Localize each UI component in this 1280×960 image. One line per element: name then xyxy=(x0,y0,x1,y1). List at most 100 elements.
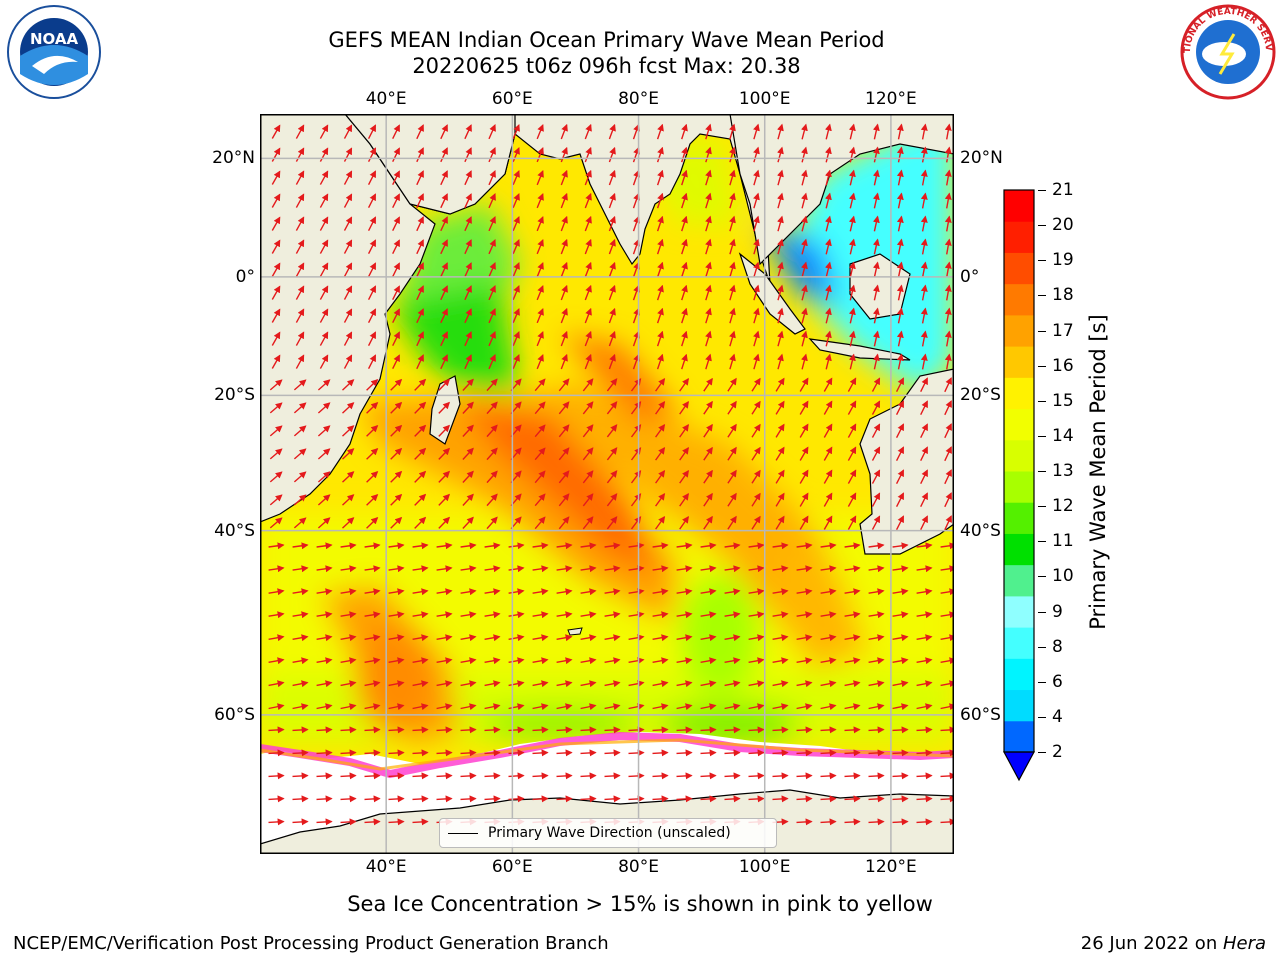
direction-arrow xyxy=(920,400,928,416)
colorbar-tick-mark xyxy=(1038,190,1046,191)
direction-arrow xyxy=(679,446,689,461)
direction-arrow xyxy=(460,611,477,619)
direction-arrow xyxy=(848,307,856,324)
direction-arrow xyxy=(700,772,717,780)
direction-arrow xyxy=(920,307,928,324)
direction-arrow xyxy=(868,634,885,642)
direction-arrow xyxy=(388,795,405,803)
direction-arrow xyxy=(896,123,904,140)
direction-arrow xyxy=(293,494,307,506)
direction-arrow xyxy=(777,146,784,163)
direction-arrow xyxy=(268,726,285,734)
direction-arrow xyxy=(920,353,928,370)
direction-arrow xyxy=(700,588,717,596)
direction-arrow xyxy=(872,353,880,370)
direction-arrow xyxy=(729,261,736,278)
direction-arrow xyxy=(656,192,664,209)
direction-arrow xyxy=(560,353,568,370)
colorbar-segment xyxy=(1004,595,1034,628)
direction-arrow xyxy=(390,516,403,529)
direction-arrow xyxy=(317,425,331,437)
direction-arrow xyxy=(753,307,760,324)
direction-arrow xyxy=(944,169,952,186)
direction-arrow xyxy=(655,469,666,484)
direction-arrow xyxy=(868,680,885,688)
direction-arrow xyxy=(604,795,621,803)
direction-arrow xyxy=(319,308,329,323)
direction-arrow xyxy=(847,446,857,461)
direction-arrow xyxy=(656,353,664,370)
direction-arrow xyxy=(796,703,813,711)
direction-arrow xyxy=(823,423,833,438)
direction-arrow xyxy=(724,565,741,573)
direction-arrow xyxy=(440,285,448,301)
direction-arrow xyxy=(801,169,808,186)
direction-arrow xyxy=(871,446,881,461)
direction-arrow xyxy=(556,542,573,550)
direction-arrow xyxy=(460,772,477,780)
direction-arrow xyxy=(269,471,283,483)
direction-arrow xyxy=(801,123,808,140)
direction-arrow xyxy=(582,401,594,415)
direction-arrow xyxy=(317,471,331,483)
direction-arrow xyxy=(268,657,285,665)
direction-arrow xyxy=(269,425,283,437)
colorbar-segment xyxy=(1004,658,1034,691)
direction-arrow xyxy=(440,308,448,324)
direction-arrow xyxy=(655,377,666,392)
direction-arrow xyxy=(676,611,693,619)
direction-arrow xyxy=(464,354,472,370)
direction-arrow xyxy=(681,123,688,140)
colorbar-frame xyxy=(1003,189,1035,753)
direction-arrow xyxy=(412,795,429,803)
direction-arrow xyxy=(584,215,592,232)
direction-arrow xyxy=(416,354,424,370)
direction-arrow xyxy=(632,284,640,301)
direction-arrow xyxy=(652,657,669,665)
direction-arrow xyxy=(486,424,498,438)
direction-arrow xyxy=(868,749,885,757)
direction-arrow xyxy=(727,423,737,438)
lon-label-top: 80°E xyxy=(618,89,659,109)
direction-arrow xyxy=(343,216,353,231)
colorbar-tick-mark xyxy=(1038,716,1046,718)
colorbar-segment xyxy=(1004,314,1034,347)
direction-arrow xyxy=(416,193,424,209)
direction-arrow xyxy=(604,611,621,619)
direction-arrow xyxy=(844,611,861,619)
direction-arrow xyxy=(679,377,689,392)
direction-arrow xyxy=(412,634,429,642)
direction-arrow xyxy=(295,147,305,162)
direction-arrow xyxy=(412,657,429,665)
direction-arrow xyxy=(390,447,403,460)
direction-arrow xyxy=(681,169,688,186)
direction-arrow xyxy=(847,423,857,438)
direction-arrow xyxy=(366,424,379,437)
direction-arrow xyxy=(484,703,501,711)
direction-arrow xyxy=(295,193,305,208)
direction-arrow xyxy=(676,542,693,550)
direction-arrow xyxy=(532,565,549,573)
direction-arrow xyxy=(606,516,618,530)
direction-arrow xyxy=(488,239,496,255)
direction-arrow xyxy=(343,193,353,208)
direction-arrow xyxy=(848,238,856,255)
colorbar-label: Primary Wave Mean Period [s] xyxy=(1086,314,1110,630)
direction-arrow xyxy=(608,261,616,278)
direction-arrow xyxy=(464,124,472,140)
direction-arrow xyxy=(293,517,307,529)
direction-arrow xyxy=(872,192,880,209)
colorbar-segment xyxy=(1004,283,1034,316)
direction-arrow xyxy=(676,657,693,665)
direction-arrow xyxy=(606,401,618,415)
direction-arrow xyxy=(464,216,472,232)
direction-arrow xyxy=(681,238,688,255)
direction-arrow xyxy=(268,565,285,573)
direction-arrow xyxy=(729,215,736,232)
direction-arrow xyxy=(944,377,952,393)
direction-arrow xyxy=(748,795,765,803)
direction-arrow xyxy=(436,657,453,665)
direction-arrow xyxy=(484,726,501,734)
direction-arrow xyxy=(892,657,909,665)
direction-arrow xyxy=(508,703,525,711)
